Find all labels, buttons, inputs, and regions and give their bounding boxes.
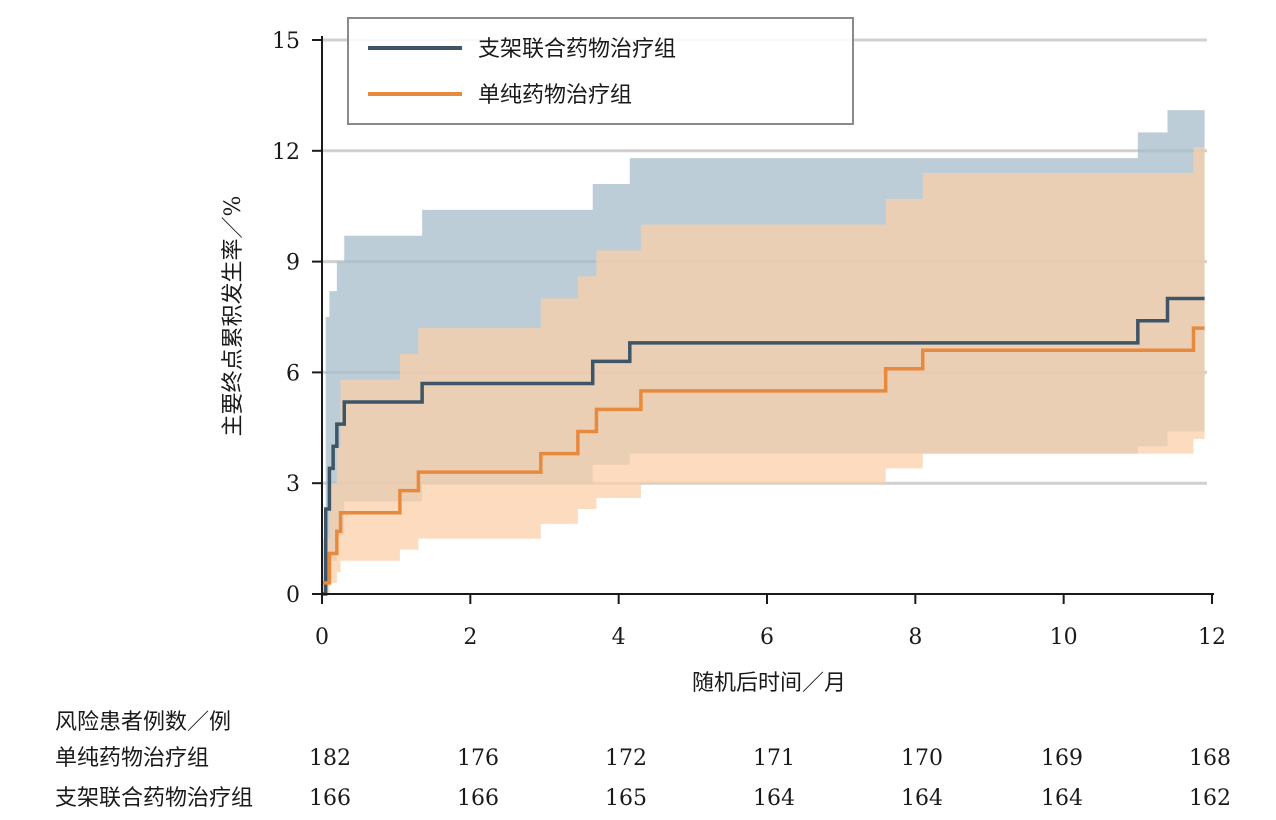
confidence-bands — [322, 110, 1205, 594]
y-tick-label-9: 9 — [286, 251, 300, 276]
series-line-2 — [322, 326, 1205, 585]
y-tick-label-0: 0 — [286, 583, 300, 608]
legend-label-1: 支架联合药物治疗组 — [478, 37, 676, 62]
legend-box — [347, 17, 854, 125]
x-tick-label-6: 6 — [760, 625, 774, 650]
axes: 0 3 6 9 12 15 0 2 4 6 8 10 12 随机后时间／月 主要终点累积发生率／% — [221, 29, 1226, 696]
y-axis-title: 主要终点累积发生率／% — [221, 196, 246, 437]
x-tick-label-2: 2 — [463, 625, 477, 650]
x-tick-label-12: 12 — [1198, 625, 1226, 650]
y-tick-label-12: 12 — [272, 140, 300, 165]
x-tick-label-4: 4 — [612, 625, 626, 650]
x-tick-label-8: 8 — [908, 625, 922, 650]
legend-label-2: 单纯药物治疗组 — [478, 83, 632, 108]
x-tick-label-0: 0 — [315, 625, 329, 650]
y-tick-label-15: 15 — [272, 29, 300, 54]
series-lines — [322, 296, 1205, 596]
y-tick-label-3: 3 — [286, 472, 300, 497]
y-tick-label-6: 6 — [286, 361, 300, 386]
x-tick-label-10: 10 — [1050, 625, 1078, 650]
x-axis-title: 随机后时间／月 — [692, 671, 846, 696]
confidence-band-series-2 — [322, 147, 1205, 594]
series-line-1 — [322, 296, 1205, 596]
